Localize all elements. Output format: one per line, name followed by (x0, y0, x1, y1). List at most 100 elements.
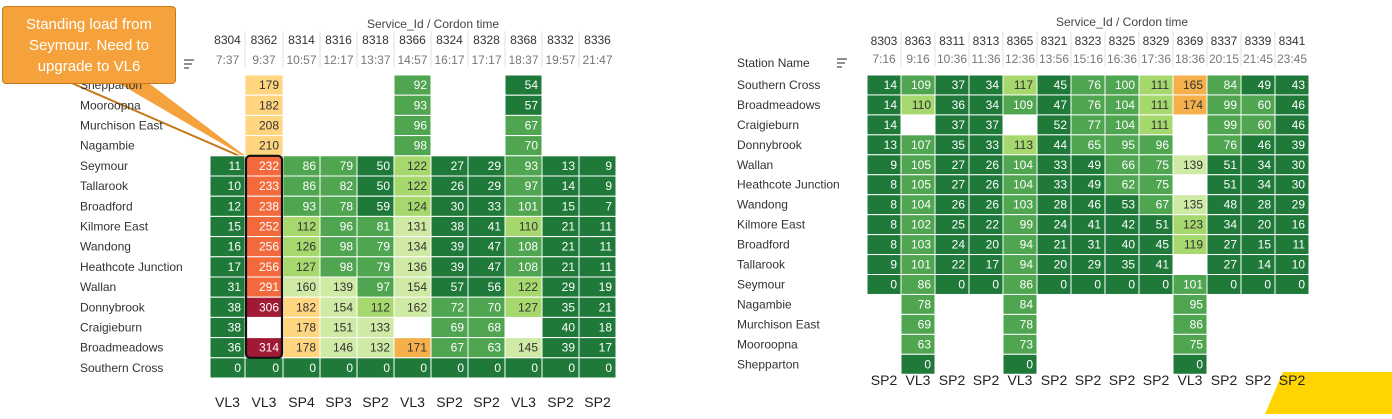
cell-value: 123 (1183, 218, 1203, 232)
cell-value: 9 (890, 258, 897, 272)
cell-value: 67 (525, 119, 539, 133)
cell-value: 30 (1292, 158, 1306, 172)
cell-value: 0 (1230, 277, 1237, 291)
cell-value: 92 (414, 78, 428, 92)
cell-value: 102 (911, 218, 931, 232)
cell-value: 8 (890, 198, 897, 212)
cell-value: 70 (525, 139, 539, 153)
cordon-time-label: 7:37 (216, 53, 240, 67)
cordon-time-label: 19:57 (545, 53, 575, 67)
cell-value: 26 (986, 178, 1000, 192)
train-type-label: SP2 (1279, 372, 1306, 388)
cell-value: 126 (296, 240, 316, 254)
cell-value: 11 (1293, 238, 1306, 252)
cell-value: 103 (1013, 198, 1033, 212)
cell-value: 28 (1258, 198, 1272, 212)
cell-value: 46 (1258, 138, 1272, 152)
cell-value: 35 (952, 138, 966, 152)
train-type-label: VL3 (1178, 372, 1203, 388)
cordon-time-label: 11:36 (971, 52, 1000, 66)
cell-value: 76 (1088, 98, 1102, 112)
cell-value: 14 (1258, 258, 1272, 272)
cell-value: 122 (407, 159, 427, 173)
cell-value: 10 (1292, 258, 1306, 272)
cell-value: 178 (296, 321, 316, 335)
station-name: Nagambie (80, 139, 135, 153)
cell-value: 9 (605, 179, 612, 193)
cell-value: 14 (884, 118, 898, 132)
cell-value: 9 (605, 159, 612, 173)
station-name: Wandong (80, 240, 131, 254)
cell-value: 111 (1151, 78, 1170, 92)
cell-value: 26 (986, 158, 1000, 172)
cell-value: 104 (1013, 158, 1033, 172)
cell-value: 29 (1088, 258, 1102, 272)
cell-value: 15 (228, 220, 242, 234)
service-id-label: 8318 (362, 33, 389, 47)
cell-value: 7 (605, 199, 612, 213)
cell-value: 39 (1292, 138, 1306, 152)
train-type-label: VL3 (1008, 372, 1033, 388)
cell-value: 48 (1224, 198, 1238, 212)
cordon-time-label: 12:17 (323, 53, 353, 67)
cell-value: 34 (986, 98, 1000, 112)
cell-value: 0 (383, 361, 390, 375)
cell-value: 0 (457, 361, 464, 375)
cell-value: 14 (562, 179, 576, 193)
cell-value: 0 (1264, 277, 1271, 291)
train-type-label: SP2 (1041, 372, 1068, 388)
service-id-label: 8313 (973, 34, 1000, 48)
cell-value: 41 (1088, 218, 1102, 232)
train-type-label: SP2 (473, 394, 500, 410)
cell-value: 98 (414, 139, 428, 153)
station-name: Murchison East (80, 119, 163, 133)
cell-value: 252 (259, 220, 279, 234)
train-type-label: SP2 (973, 372, 1000, 388)
train-type-label: SP2 (436, 394, 463, 410)
cell-value: 37 (952, 78, 966, 92)
cell-value: 28 (1054, 198, 1068, 212)
heatmap-cell (1274, 274, 1310, 295)
cell-value: 86 (303, 159, 317, 173)
cell-value: 86 (918, 277, 932, 291)
cell-value: 132 (370, 341, 390, 355)
cell-value: 122 (407, 179, 427, 193)
cell-value: 154 (407, 280, 427, 294)
cell-value: 20 (1054, 258, 1068, 272)
cordon-time-label: 21:45 (1243, 52, 1273, 66)
cell-value: 43 (1292, 78, 1306, 92)
cordon-time-label: 13:37 (360, 53, 390, 67)
service-id-label: 8369 (1177, 34, 1204, 48)
cell-value: 232 (259, 159, 279, 173)
cell-value: 131 (407, 220, 427, 234)
cell-value: 66 (1122, 158, 1136, 172)
service-id-label: 8368 (510, 33, 537, 47)
cell-value: 19 (599, 280, 613, 294)
cell-value: 38 (228, 321, 242, 335)
station-name: Heathcote Junction (737, 178, 840, 192)
cell-value: 0 (1196, 357, 1203, 371)
service-id-label: 8365 (1007, 34, 1034, 48)
cell-value: 12 (228, 199, 242, 213)
station-name: Murchison East (737, 317, 820, 331)
cell-value: 112 (297, 220, 316, 234)
cell-value: 30 (1292, 178, 1306, 192)
train-type-label: SP3 (325, 394, 352, 410)
station-name: Craigieburn (80, 321, 142, 335)
cell-value: 51 (1224, 158, 1238, 172)
train-type-label: VL3 (511, 394, 536, 410)
cell-value: 13 (562, 159, 576, 173)
cell-value: 238 (259, 199, 279, 213)
cordon-time-label: 20:15 (1209, 52, 1239, 66)
cell-value: 40 (562, 321, 576, 335)
sort-icon[interactable] (837, 58, 847, 68)
cell-value: 49 (1088, 158, 1102, 172)
cordon-time-label: 7:16 (872, 52, 896, 66)
service-id-label: 8324 (436, 33, 463, 47)
heatmap-inbound-to-melbourne: Service_Id / Cordon time 8304 7:37 8362 9:37… (80, 17, 617, 410)
cell-value: 16 (1292, 218, 1306, 232)
cell-value: 97 (525, 179, 539, 193)
cell-value: 0 (494, 361, 501, 375)
station-name: Seymour (80, 159, 128, 173)
sort-icon[interactable] (184, 59, 194, 69)
